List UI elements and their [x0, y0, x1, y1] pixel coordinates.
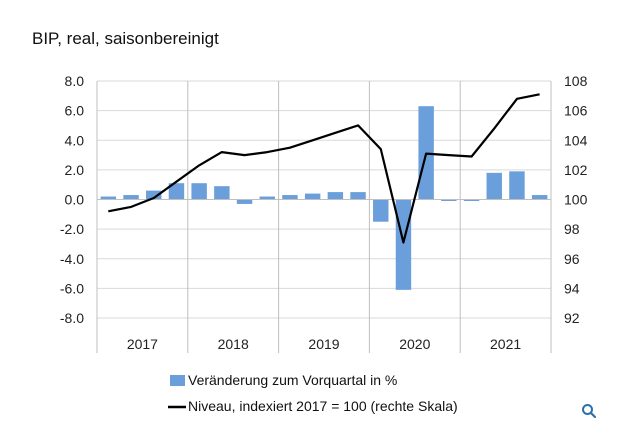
y-left-tick-label: 6.0 [65, 103, 85, 119]
y-left-tick-label: 0.0 [65, 192, 85, 208]
index-line [108, 93, 540, 244]
y-left-tick-label: -8.0 [60, 310, 84, 326]
x-year-label: 2019 [308, 336, 339, 352]
bar [304, 193, 321, 200]
bar [191, 183, 207, 200]
y-axis-right-labels: 108 106 104 102 100 98 96 94 92 [564, 73, 588, 326]
bar [441, 199, 457, 201]
y-right-tick-label: 94 [564, 280, 580, 296]
legend-bar-label: Veränderung zum Vorquartal in % [188, 372, 397, 388]
bar [486, 172, 502, 200]
bar [146, 190, 162, 200]
y-right-tick-label: 92 [564, 310, 580, 326]
bar [327, 192, 344, 200]
y-right-tick-label: 106 [564, 103, 588, 119]
bar [509, 171, 525, 200]
y-left-tick-label: -4.0 [60, 251, 84, 267]
y-right-tick-label: 100 [564, 192, 588, 208]
bar-series [100, 106, 548, 290]
line-series [108, 93, 540, 244]
bar [123, 195, 139, 200]
x-year-label: 2020 [399, 336, 430, 352]
axes [96, 81, 552, 353]
legend: Veränderung zum Vorquartal in % Niveau, … [168, 372, 458, 414]
bar [236, 199, 253, 204]
y-left-tick-label: 4.0 [65, 132, 85, 148]
y-left-tick-label: 2.0 [65, 162, 85, 178]
y-axis-left-labels: 8.0 6.0 4.0 2.0 0.0 -2.0 -4.0 -6.0 -8.0 [60, 73, 84, 326]
bar [214, 186, 230, 200]
bar [350, 192, 366, 200]
y-right-tick-label: 108 [564, 73, 588, 89]
y-left-tick-label: -6.0 [60, 280, 84, 296]
chart-title: BIP, real, saisonbereinigt [32, 29, 219, 48]
bar [395, 199, 412, 290]
y-left-tick-label: 8.0 [65, 73, 85, 89]
bar [282, 195, 298, 200]
x-year-label: 2021 [490, 336, 521, 352]
bar [100, 196, 117, 200]
bar [259, 196, 275, 200]
legend-line-label: Niveau, indexiert 2017 = 100 (rechte Ska… [188, 398, 458, 414]
y-right-tick-label: 98 [564, 221, 580, 237]
y-right-tick-label: 102 [564, 162, 588, 178]
x-year-label: 2018 [218, 336, 249, 352]
x-year-label: 2017 [127, 336, 158, 352]
bar [531, 195, 548, 200]
magnifier-icon[interactable] [580, 402, 598, 420]
bar [373, 199, 389, 222]
bar [168, 183, 185, 200]
bar [463, 199, 480, 201]
y-left-tick-label: -2.0 [60, 221, 84, 237]
y-right-tick-label: 104 [564, 132, 588, 148]
x-axis-year-labels: 2017 2018 2019 2020 2021 [127, 336, 522, 352]
y-right-tick-label: 96 [564, 251, 580, 267]
legend-bar-swatch [170, 375, 185, 386]
